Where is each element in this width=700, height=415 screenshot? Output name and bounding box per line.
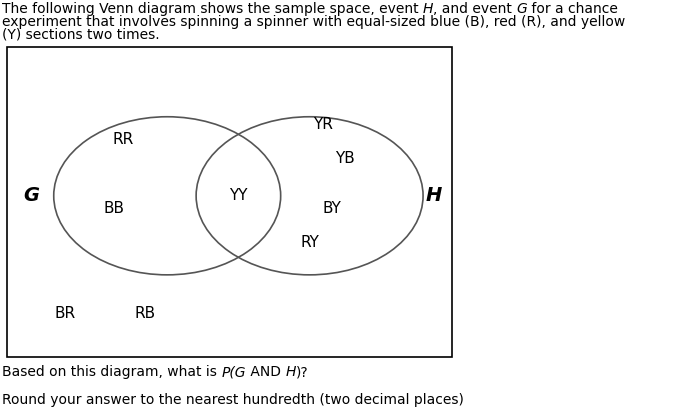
Text: for a chance: for a chance xyxy=(527,2,618,16)
Text: Round your answer to the nearest hundredth (two decimal places): Round your answer to the nearest hundred… xyxy=(2,393,464,407)
Text: G: G xyxy=(517,2,527,16)
Bar xyxy=(7,47,452,357)
Text: BY: BY xyxy=(323,201,342,216)
Text: P(G: P(G xyxy=(221,365,246,379)
Text: H: H xyxy=(423,2,433,16)
Text: Based on this diagram, what is: Based on this diagram, what is xyxy=(2,365,221,379)
Text: , and event: , and event xyxy=(433,2,517,16)
Text: RR: RR xyxy=(112,132,133,147)
Text: RY: RY xyxy=(300,235,319,250)
Text: H: H xyxy=(285,365,295,379)
Text: experiment that involves spinning a spinner with equal-sized blue (B), red (R), : experiment that involves spinning a spin… xyxy=(2,15,625,29)
Text: )?: )? xyxy=(295,365,308,379)
Text: BR: BR xyxy=(55,306,76,321)
Text: YR: YR xyxy=(313,117,333,132)
Text: YB: YB xyxy=(335,151,355,166)
Text: AND: AND xyxy=(246,365,285,379)
Text: (Y) sections two times.: (Y) sections two times. xyxy=(2,28,160,42)
Text: H: H xyxy=(426,186,442,205)
Text: G: G xyxy=(24,186,39,205)
Text: BB: BB xyxy=(104,201,125,216)
Text: YY: YY xyxy=(229,188,248,203)
Text: RB: RB xyxy=(134,306,155,321)
Text: The following Venn diagram shows the sample space, event: The following Venn diagram shows the sam… xyxy=(2,2,423,16)
